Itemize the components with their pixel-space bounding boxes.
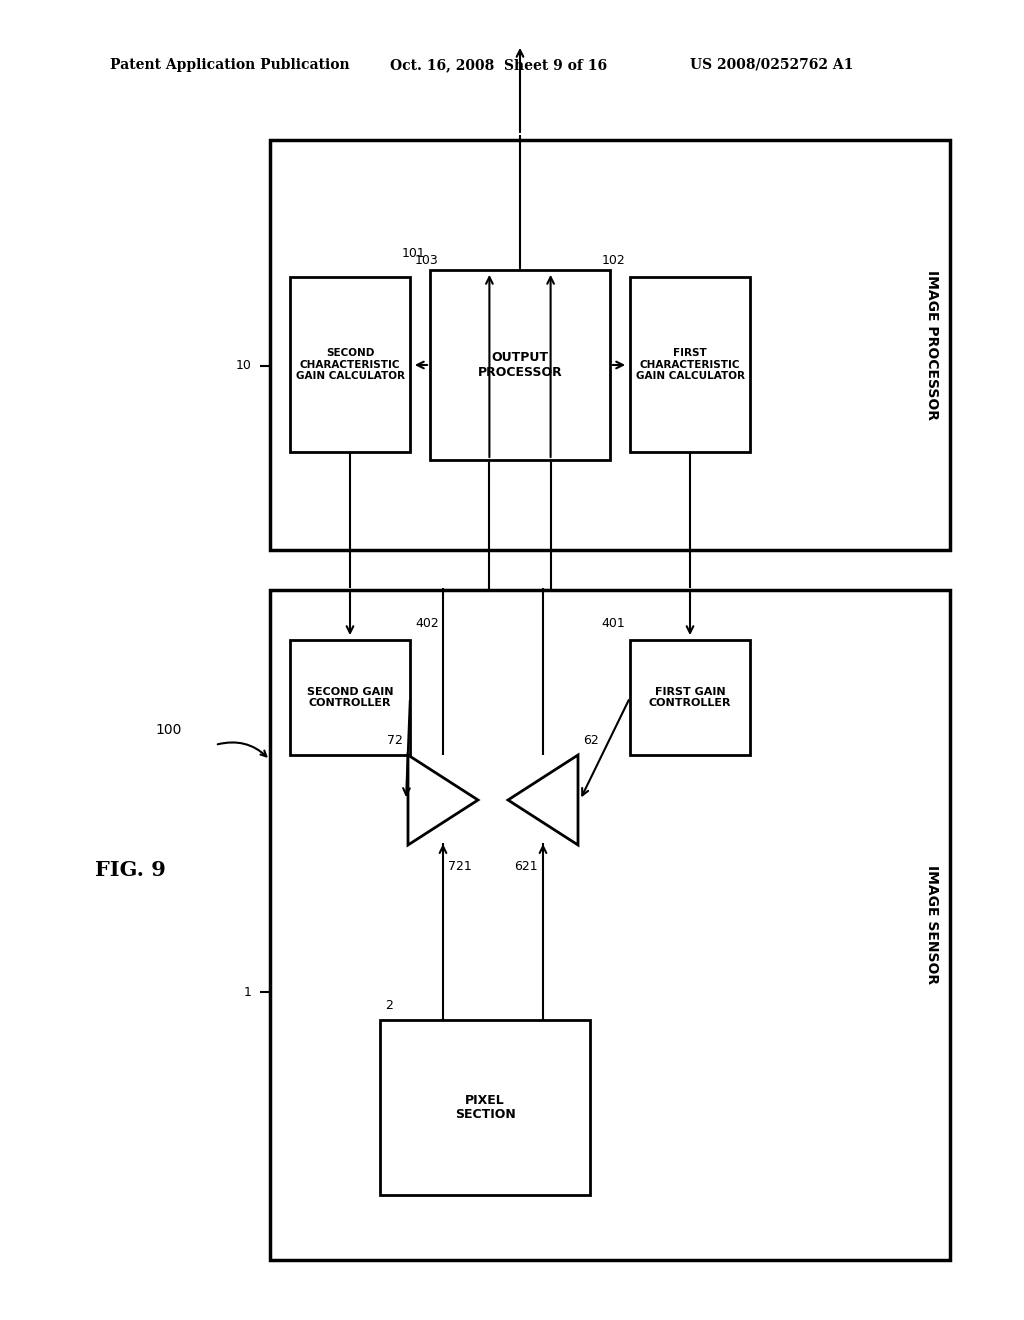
Text: 62: 62 [583, 734, 599, 747]
Bar [630, 277, 750, 451]
Text: FIRST
CHARACTERISTIC
GAIN CALCULATOR: FIRST CHARACTERISTIC GAIN CALCULATOR [636, 348, 744, 381]
Text: FIRST GAIN
CONTROLLER: FIRST GAIN CONTROLLER [649, 686, 731, 709]
Text: 621: 621 [514, 861, 538, 873]
Bar [430, 271, 610, 459]
Text: 1: 1 [244, 986, 252, 998]
Text: 100: 100 [155, 723, 181, 737]
Text: Patent Application Publication: Patent Application Publication [110, 58, 349, 73]
Text: 402: 402 [415, 616, 438, 630]
Text: 10: 10 [237, 359, 252, 372]
Text: FIG. 9: FIG. 9 [95, 861, 166, 880]
Text: 102: 102 [601, 253, 625, 267]
Text: 101: 101 [401, 247, 425, 260]
Text: 401: 401 [601, 616, 625, 630]
Polygon shape [508, 755, 578, 845]
Bar [290, 640, 410, 755]
Text: 2: 2 [385, 999, 393, 1012]
Text: 103: 103 [415, 253, 438, 267]
Bar [630, 640, 750, 755]
Text: IMAGE SENSOR: IMAGE SENSOR [925, 866, 939, 985]
Text: SECOND GAIN
CONTROLLER: SECOND GAIN CONTROLLER [307, 686, 393, 709]
Text: OUTPUT
PROCESSOR: OUTPUT PROCESSOR [477, 351, 562, 379]
Text: IMAGE PROCESSOR: IMAGE PROCESSOR [925, 271, 939, 420]
Text: Oct. 16, 2008  Sheet 9 of 16: Oct. 16, 2008 Sheet 9 of 16 [390, 58, 607, 73]
Text: US 2008/0252762 A1: US 2008/0252762 A1 [690, 58, 853, 73]
Text: 72: 72 [387, 734, 403, 747]
Text: PIXEL
SECTION: PIXEL SECTION [455, 1093, 515, 1122]
Text: 721: 721 [449, 861, 472, 873]
Polygon shape [408, 755, 478, 845]
Text: SECOND
CHARACTERISTIC
GAIN CALCULATOR: SECOND CHARACTERISTIC GAIN CALCULATOR [296, 348, 404, 381]
Bar [290, 277, 410, 451]
Bar [270, 590, 950, 1261]
Bar [270, 140, 950, 550]
Bar [380, 1020, 590, 1195]
